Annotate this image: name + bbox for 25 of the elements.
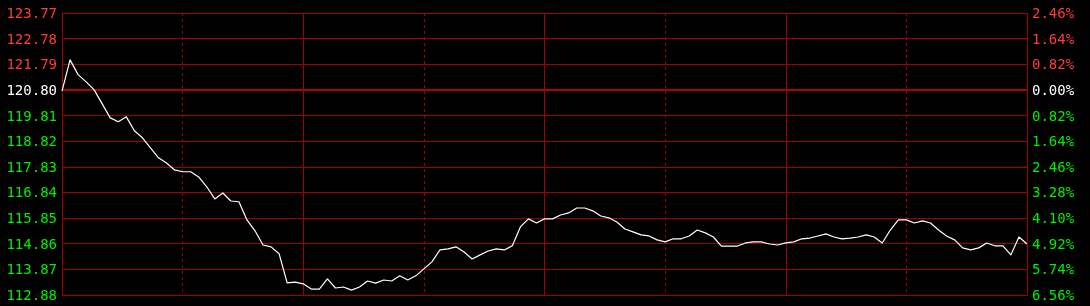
y2-tick-label: 3.28%: [1032, 184, 1075, 201]
y2-tick-label: 0.82%: [1032, 107, 1075, 124]
y2-tick-label: 4.10%: [1032, 210, 1075, 227]
y2-tick-label: 2.46%: [1032, 5, 1075, 21]
y-tick-label: 115.85: [6, 210, 57, 227]
line-series: [61, 59, 1028, 291]
y-tick-label: 116.84: [6, 184, 57, 201]
y-tick-label: 119.81: [6, 107, 57, 124]
y2-tick-label: 0.00%: [1032, 81, 1075, 98]
y-tick-label: 122.78: [6, 30, 57, 47]
y2-tick-label: 2.46%: [1032, 158, 1075, 175]
y-tick-label: 114.86: [6, 235, 57, 252]
y2-tick-label: 4.92%: [1032, 235, 1075, 252]
y-tick-label: 113.87: [6, 261, 57, 278]
y-tick-label: 112.88: [6, 287, 57, 303]
y2-tick-label: 5.74%: [1032, 261, 1075, 278]
y-tick-label: 120.80: [6, 81, 57, 98]
y2-tick-label: 1.64%: [1032, 133, 1075, 150]
y-tick-label: 123.77: [6, 5, 57, 21]
y2-tick-label: 0.82%: [1032, 56, 1075, 73]
y-tick-label: 117.83: [6, 158, 57, 175]
y-tick-label: 118.82: [6, 133, 57, 150]
y-tick-label: 121.79: [6, 56, 57, 73]
y2-tick-label: 6.56%: [1032, 287, 1075, 303]
y2-tick-label: 1.64%: [1032, 30, 1075, 47]
